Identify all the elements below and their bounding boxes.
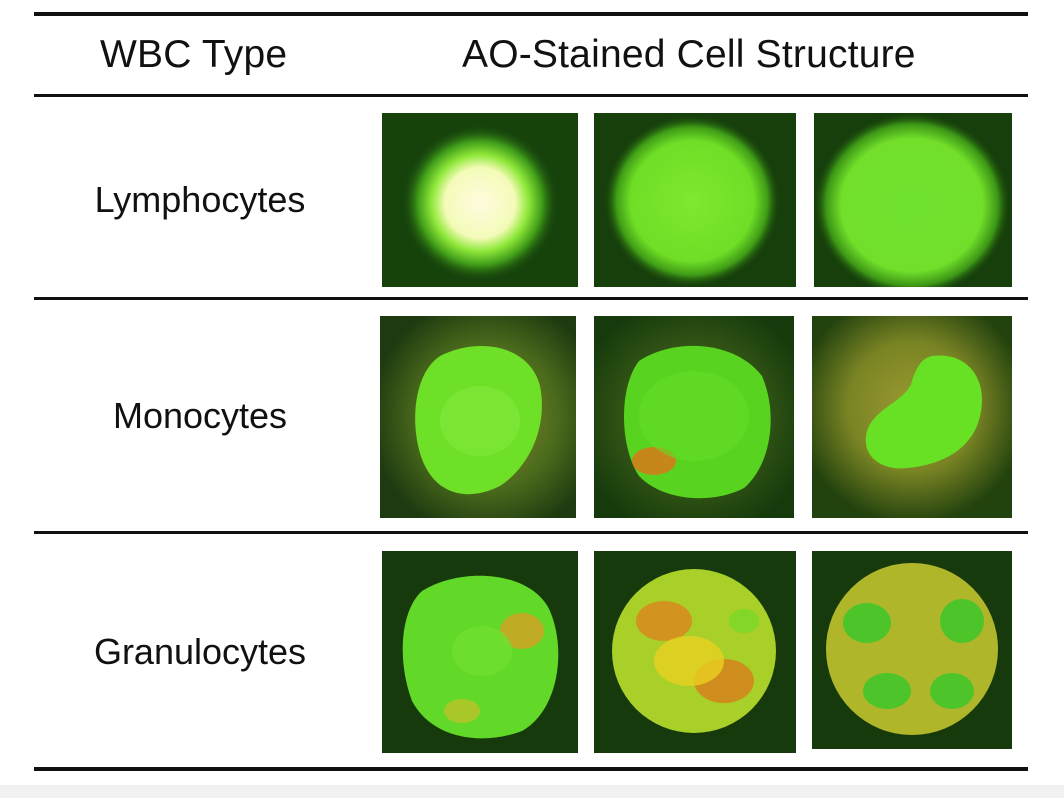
monocyte-image-2 xyxy=(594,316,794,518)
lymphocyte-image-1 xyxy=(382,113,578,287)
header-wbc-type: WBC Type xyxy=(100,33,288,76)
granulocyte-image-1 xyxy=(382,551,578,753)
lymphocyte-image-2 xyxy=(594,113,796,287)
row-rule-1 xyxy=(34,297,1028,300)
monocyte-image-3 xyxy=(812,316,1012,518)
table-bottom-rule xyxy=(34,767,1028,771)
table-top-rule xyxy=(34,12,1028,16)
lymphocyte-image-3 xyxy=(814,113,1012,287)
monocyte-image-1 xyxy=(380,316,576,518)
granulocyte-image-2 xyxy=(594,551,796,753)
row-label-monocytes: Monocytes xyxy=(112,395,288,436)
row-label-lymphocytes: Lymphocytes xyxy=(94,179,306,220)
row-label-granulocytes: Granulocytes xyxy=(93,631,307,672)
header-cell-structure: AO-Stained Cell Structure xyxy=(462,33,916,76)
header-rule xyxy=(34,94,1028,97)
row-rule-2 xyxy=(34,531,1028,534)
granulocyte-image-3 xyxy=(812,551,1012,749)
